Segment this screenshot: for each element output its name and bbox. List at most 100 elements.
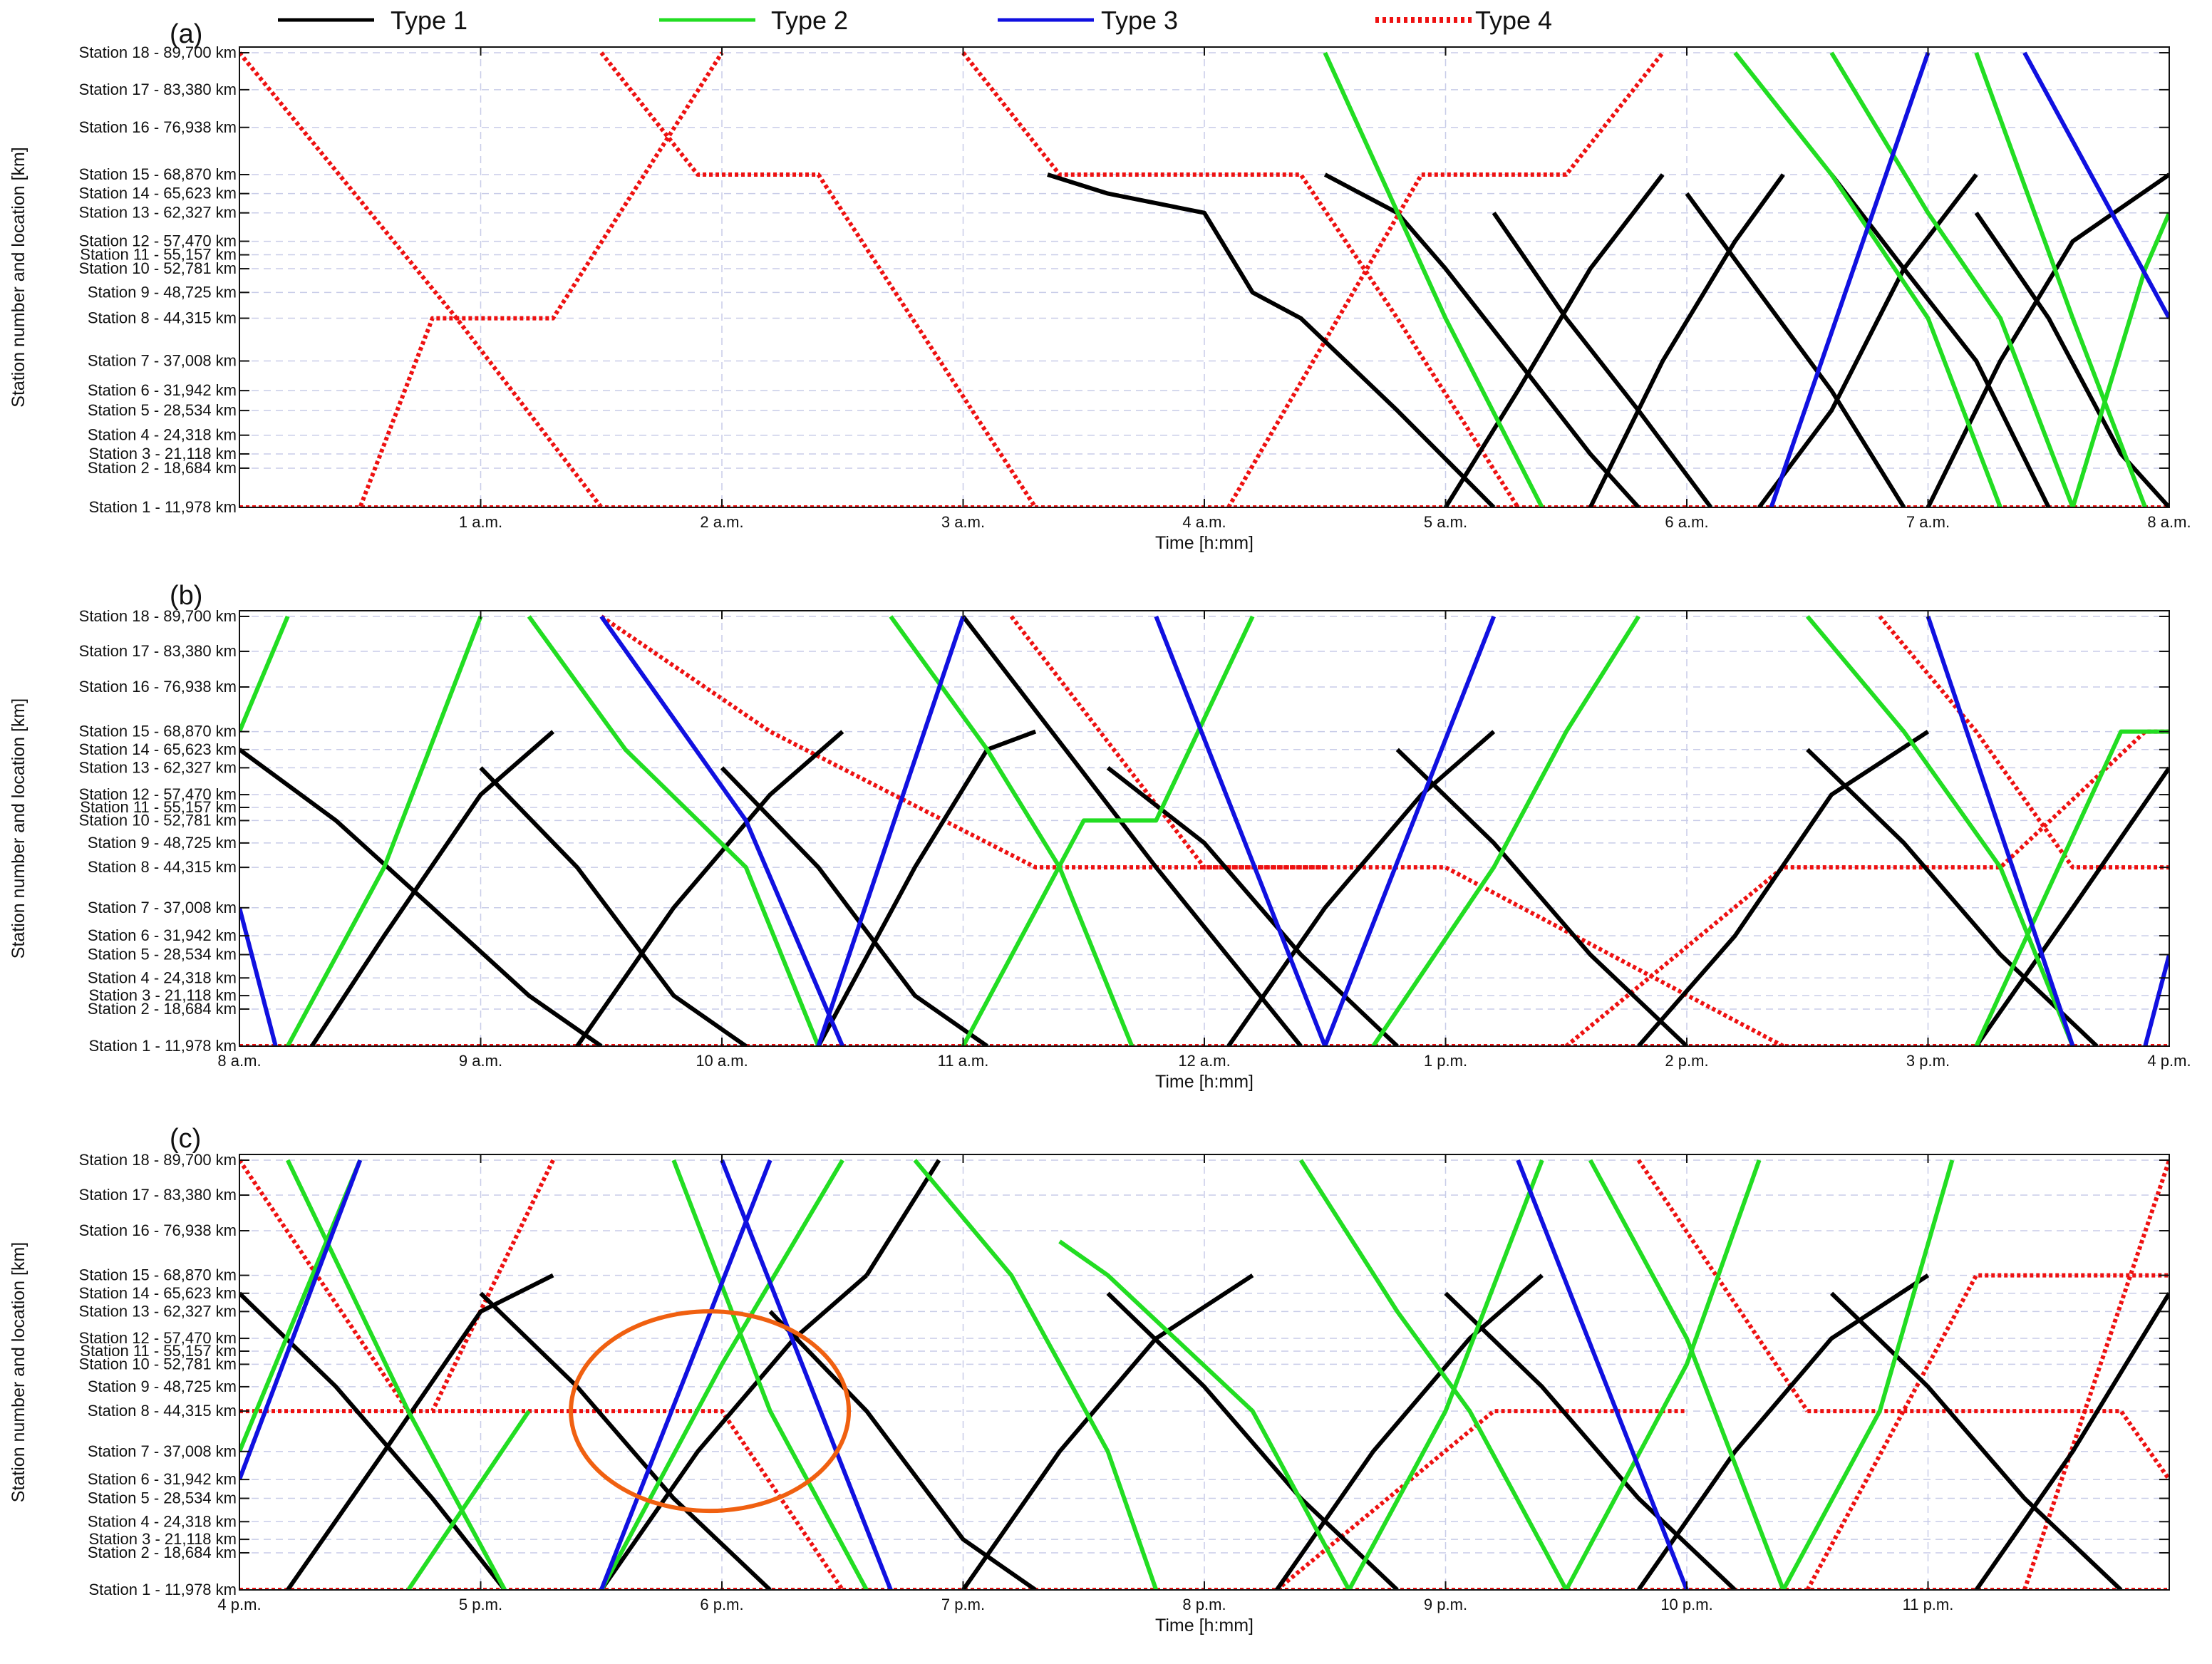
x-tick-label: 2 p.m.: [1665, 1052, 1708, 1070]
train-path-type-2: [1371, 615, 1640, 1046]
train-path-type-1: [479, 766, 748, 1046]
y-tick-label: Station 16 - 76,938 km: [79, 678, 237, 696]
y-tick-label: Station 18 - 89,700 km: [79, 607, 237, 625]
train-path-type-2: [1323, 51, 1544, 507]
legend-label: Type 1: [391, 6, 467, 35]
train-path-type-1: [1106, 1291, 1399, 1590]
y-tick-label: Station 12 - 57,470 km: [79, 1329, 237, 1347]
train-path-type-2: [1564, 1159, 1762, 1590]
train-path-type-4: [239, 51, 604, 507]
y-axis-label: Station number and location [km]: [9, 698, 29, 958]
y-tick-label: Station 6 - 31,942 km: [88, 926, 237, 944]
x-tick-label: 7 p.m.: [941, 1596, 985, 1613]
train-paths: [239, 1159, 2169, 1590]
y-tick-label: Station 3 - 21,118 km: [89, 445, 237, 462]
train-path-type-2: [599, 1159, 844, 1590]
train-path-type-1: [239, 748, 603, 1046]
train-path-type-1: [1974, 766, 2169, 1046]
y-tick-label: Station 14 - 65,623 km: [79, 185, 237, 202]
train-path-type-3: [1926, 616, 2075, 1046]
train-path-type-1: [1106, 766, 1399, 1046]
legend-label: Type 4: [1475, 6, 1552, 35]
train-path-type-1: [479, 1291, 772, 1590]
x-tick-label: 12 a.m.: [1178, 1052, 1230, 1070]
train-paths: [239, 51, 2169, 507]
y-tick-label: Station 15 - 68,870 km: [79, 1266, 237, 1284]
train-path-type-4: [961, 51, 1520, 507]
y-tick-label: Station 16 - 76,938 km: [79, 1221, 237, 1239]
train-path-type-4: [1878, 615, 2169, 870]
legend-label: Type 3: [1101, 6, 1178, 35]
y-tick-label: Station 11 - 55,157 km: [80, 1342, 237, 1360]
x-tick-label: 4 a.m.: [1182, 513, 1226, 531]
train-path-type-1: [816, 729, 1037, 1046]
legend-label: Type 2: [771, 6, 848, 35]
y-tick-label: Station 13 - 62,327 km: [79, 758, 237, 776]
y-tick-label: Station 5 - 28,534 km: [88, 1489, 237, 1507]
train-path-type-1: [286, 1273, 554, 1590]
x-axis-label: Time [h:mm]: [1155, 1072, 1254, 1092]
y-tick-label: Station 7 - 37,008 km: [88, 899, 237, 916]
y-tick-label: Station 1 - 11,978 km: [89, 1581, 237, 1598]
x-tick-label: 11 a.m.: [938, 1052, 989, 1070]
train-path-type-2: [1806, 615, 2075, 1046]
y-tick-label: Station 13 - 62,327 km: [79, 204, 237, 222]
y-tick-label: Station 14 - 65,623 km: [79, 740, 237, 758]
train-path-type-2: [286, 615, 483, 1046]
x-tick-label: 6 p.m.: [700, 1596, 743, 1613]
train-path-type-3: [2143, 954, 2169, 1046]
y-tick-label: Station 3 - 21,118 km: [89, 1530, 237, 1548]
panel-a: Station 1 - 11,978 km Station 2 - 18,684 …: [9, 19, 2191, 553]
y-tick-label: Station 8 - 44,315 km: [88, 1402, 237, 1420]
x-tick-label: 5 a.m.: [1424, 513, 1467, 531]
y-tick-label: Station 4 - 24,318 km: [88, 968, 237, 986]
x-axis-label: Time [h:mm]: [1155, 533, 1254, 553]
train-path-type-2: [1347, 1159, 1544, 1590]
y-tick-label: Station 9 - 48,725 km: [88, 1378, 237, 1395]
grid: [239, 611, 2170, 1047]
panel-letter: (b): [170, 581, 202, 611]
train-path-type-1: [1395, 748, 1689, 1046]
train-path-type-1: [961, 615, 1303, 1046]
train-path-type-2: [1733, 51, 2002, 507]
x-tick-label: 3 p.m.: [1906, 1052, 1950, 1070]
y-tick-label: Station 17 - 83,380 km: [79, 1186, 237, 1204]
grid: [239, 1154, 2169, 1591]
train-path-type-4: [239, 1409, 844, 1590]
y-tick-label: Station 3 - 21,118 km: [89, 986, 237, 1004]
x-tick-label: 9 p.m.: [1424, 1596, 1467, 1613]
highlight-ellipse: [569, 1309, 852, 1514]
train-path-type-3: [1154, 615, 1328, 1046]
train-path-type-2: [285, 1159, 507, 1590]
x-tick-label: 3 a.m.: [941, 513, 985, 531]
train-path-type-3: [1516, 1159, 1689, 1590]
train-path-type-1: [1974, 1292, 2169, 1590]
train-path-type-1: [1636, 1273, 1930, 1590]
train-path-type-1: [768, 1310, 1037, 1590]
train-path-type-3: [816, 616, 966, 1046]
y-axis-label: Station number and location [km]: [9, 1242, 29, 1502]
train-path-type-1: [1685, 192, 1906, 507]
train-path-type-1: [575, 730, 844, 1046]
x-tick-label: 10 a.m.: [696, 1052, 748, 1070]
panel-letter: (a): [170, 19, 202, 49]
train-path-type-2: [406, 1410, 531, 1590]
x-tick-label: 2 a.m.: [700, 513, 743, 531]
y-tick-label: Station 9 - 48,725 km: [88, 834, 237, 852]
train-path-type-1: [1444, 1291, 1737, 1590]
train-path-type-2: [1588, 1159, 1786, 1590]
y-tick-label: Station 14 - 65,623 km: [79, 1284, 237, 1302]
y-tick-label: Station 5 - 28,534 km: [88, 401, 237, 419]
train-path-type-1: [1492, 212, 1713, 507]
y-tick-label: Station 6 - 31,942 km: [88, 1470, 237, 1488]
train-path-type-1: [310, 730, 555, 1046]
x-tick-label: 5 p.m.: [459, 1596, 502, 1613]
y-tick-label: Station 1 - 11,978 km: [89, 498, 237, 516]
panel-b: Station 1 - 11,978 km Station 2 - 18,684 …: [9, 581, 2191, 1092]
train-path-type-4: [1805, 1273, 2169, 1590]
train-path-type-2: [961, 615, 1255, 1046]
train-path-type-3: [239, 1159, 363, 1481]
train-path-type-2: [1298, 1159, 1568, 1590]
train-path-type-3: [1769, 52, 1931, 507]
